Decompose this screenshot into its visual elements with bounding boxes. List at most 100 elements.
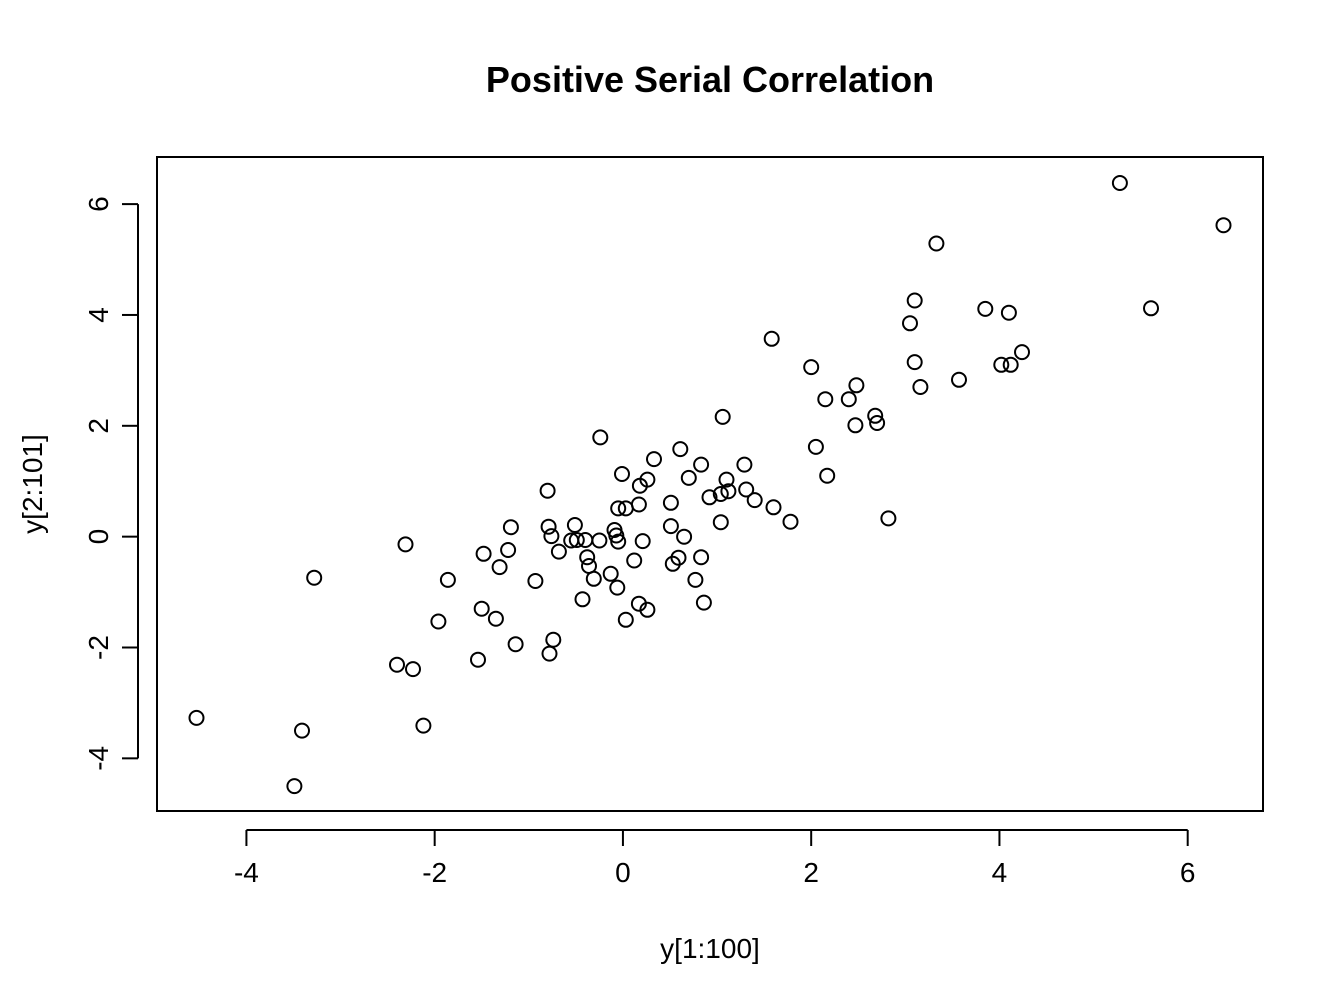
- data-point: [415, 717, 432, 734]
- data-point: [693, 549, 710, 566]
- data-point: [294, 722, 310, 739]
- x-tick-label: 6: [1180, 857, 1196, 888]
- data-point: [286, 778, 303, 795]
- data-point: [701, 489, 718, 506]
- data-point: [782, 513, 799, 530]
- data-point: [664, 555, 681, 572]
- y-tick-label: -2: [83, 635, 114, 660]
- data-point: [906, 354, 923, 371]
- data-point: [610, 500, 627, 517]
- data-point: [693, 456, 710, 473]
- data-point: [609, 579, 626, 596]
- y-tick-label: 2: [83, 418, 114, 434]
- plot-frame: [156, 156, 1264, 812]
- data-point: [631, 477, 648, 494]
- data-point: [540, 518, 557, 535]
- data-point: [807, 438, 824, 455]
- y-axis-label: y[2:101]: [17, 434, 48, 534]
- data-point: [550, 543, 567, 560]
- y-tick-label: 4: [83, 307, 114, 323]
- data-point: [880, 510, 897, 527]
- data-point: [306, 569, 323, 586]
- data-point: [470, 651, 486, 668]
- data-point: [1000, 304, 1017, 321]
- data-point: [646, 451, 662, 468]
- chart-title: Positive Serial Correlation: [486, 59, 934, 100]
- data-point: [712, 486, 729, 502]
- data-point: [579, 549, 596, 566]
- data-point: [439, 571, 456, 588]
- data-point: [1143, 300, 1159, 317]
- data-point: [951, 371, 967, 388]
- data-point: [714, 408, 731, 425]
- points-layer: [188, 175, 1232, 795]
- data-point: [867, 407, 884, 424]
- data-point: [662, 518, 679, 535]
- data-point: [487, 610, 504, 627]
- data-point: [566, 517, 583, 533]
- data-point: [617, 500, 634, 517]
- data-point: [738, 481, 755, 498]
- data-point: [527, 573, 544, 589]
- x-axis-label: y[1:100]: [660, 933, 760, 964]
- data-point: [614, 466, 630, 482]
- data-point: [1002, 356, 1019, 373]
- data-point: [680, 469, 697, 486]
- data-point: [543, 528, 560, 545]
- data-point: [687, 571, 704, 588]
- data-point: [746, 492, 763, 509]
- data-point: [902, 315, 918, 332]
- data-point: [662, 494, 679, 511]
- data-point: [500, 542, 517, 558]
- data-point: [541, 645, 558, 662]
- data-point: [617, 611, 634, 628]
- data-point: [712, 514, 729, 531]
- data-point: [993, 356, 1010, 373]
- x-tick-label: 0: [615, 857, 631, 888]
- y-tick-label: 0: [83, 529, 114, 545]
- x-axis: -4 -2 0 2 4 6: [234, 829, 1196, 888]
- data-point: [626, 552, 643, 569]
- data-point: [188, 709, 205, 726]
- data-point: [676, 528, 693, 545]
- data-point: [718, 471, 735, 488]
- data-point: [803, 359, 820, 376]
- data-point: [475, 545, 492, 562]
- data-point: [840, 391, 857, 408]
- data-point: [848, 377, 865, 394]
- x-tick-label: -4: [234, 857, 259, 888]
- data-point: [977, 300, 994, 317]
- x-tick-label: 4: [992, 857, 1008, 888]
- data-point: [817, 391, 834, 408]
- data-point: [1111, 175, 1128, 191]
- data-point: [765, 499, 782, 516]
- data-point: [610, 533, 627, 550]
- data-point: [574, 591, 591, 608]
- data-point: [847, 417, 864, 434]
- data-point: [928, 235, 945, 252]
- data-point: [585, 570, 602, 587]
- data-point: [906, 292, 923, 309]
- data-point: [491, 559, 508, 576]
- data-point: [639, 601, 656, 618]
- data-point: [602, 565, 619, 582]
- data-point: [545, 631, 562, 648]
- data-point: [912, 379, 929, 395]
- data-point: [720, 483, 737, 500]
- data-point: [672, 441, 689, 458]
- data-point: [577, 532, 594, 548]
- data-point: [397, 536, 414, 553]
- y-tick-label: -4: [83, 746, 114, 771]
- data-point: [634, 533, 651, 550]
- data-point: [502, 519, 519, 536]
- data-point: [568, 532, 585, 548]
- data-point: [819, 467, 836, 484]
- data-point: [473, 600, 490, 617]
- data-point: [507, 636, 524, 653]
- data-point: [736, 456, 753, 473]
- data-point: [1215, 217, 1232, 234]
- data-point: [539, 482, 556, 499]
- y-tick-label: 6: [83, 196, 114, 212]
- data-point: [763, 330, 780, 347]
